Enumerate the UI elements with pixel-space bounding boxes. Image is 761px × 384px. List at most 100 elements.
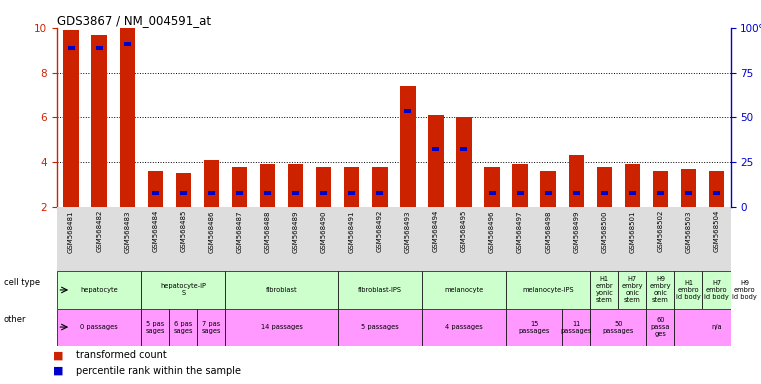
Bar — [404, 109, 412, 113]
Bar — [225, 271, 338, 308]
Bar — [288, 164, 304, 207]
Bar — [460, 147, 467, 151]
Text: ■: ■ — [53, 366, 64, 376]
Bar — [674, 271, 702, 308]
Text: 60
passa
ges: 60 passa ges — [651, 317, 670, 337]
Text: GSM568498: GSM568498 — [545, 210, 551, 253]
Bar — [119, 28, 135, 207]
Bar — [573, 190, 580, 195]
Bar — [197, 308, 225, 346]
Bar — [169, 308, 197, 346]
Text: 5 pas
sages: 5 pas sages — [145, 321, 165, 334]
Text: hepatocyte: hepatocyte — [81, 287, 118, 293]
Text: GSM568499: GSM568499 — [573, 210, 579, 253]
Text: GSM568486: GSM568486 — [209, 210, 215, 253]
Bar — [681, 169, 696, 207]
Bar — [204, 160, 219, 207]
Text: GSM568500: GSM568500 — [601, 210, 607, 253]
Bar — [142, 271, 225, 308]
Text: 6 pas
sages: 6 pas sages — [174, 321, 193, 334]
Bar — [320, 190, 327, 195]
Text: 50
passages: 50 passages — [603, 321, 634, 334]
Bar — [591, 308, 646, 346]
Bar — [344, 167, 359, 207]
Bar — [422, 271, 506, 308]
Text: 4 passages: 4 passages — [445, 324, 482, 330]
Bar — [731, 271, 759, 308]
Bar — [713, 190, 720, 195]
Bar — [338, 308, 422, 346]
Bar — [625, 164, 640, 207]
Bar — [600, 190, 608, 195]
Text: GDS3867 / NM_004591_at: GDS3867 / NM_004591_at — [57, 14, 212, 27]
Bar — [685, 190, 692, 195]
Bar — [124, 42, 131, 46]
Text: 14 passages: 14 passages — [260, 324, 303, 330]
Bar — [629, 190, 636, 195]
Bar — [236, 190, 243, 195]
Bar — [148, 171, 163, 207]
Bar — [653, 171, 668, 207]
Text: H9
embry
onic
stem: H9 embry onic stem — [650, 276, 671, 303]
Bar — [63, 30, 79, 207]
Text: 7 pas
sages: 7 pas sages — [202, 321, 221, 334]
Text: H7
embry
onic
stem: H7 embry onic stem — [622, 276, 643, 303]
Text: other: other — [4, 315, 27, 324]
Bar — [545, 190, 552, 195]
Bar — [512, 164, 528, 207]
Text: fibroblast-IPS: fibroblast-IPS — [358, 287, 402, 293]
Bar — [428, 115, 444, 207]
Bar — [264, 190, 271, 195]
Text: 11
passages: 11 passages — [561, 321, 592, 334]
Bar — [562, 308, 591, 346]
Bar — [260, 164, 275, 207]
Bar — [646, 271, 674, 308]
Bar — [180, 190, 187, 195]
Bar — [506, 308, 562, 346]
Bar — [517, 190, 524, 195]
Text: GSM568503: GSM568503 — [686, 210, 692, 253]
Text: melanocyte: melanocyte — [444, 287, 483, 293]
Bar — [142, 308, 169, 346]
Text: GSM568492: GSM568492 — [377, 210, 383, 253]
Text: 5 passages: 5 passages — [361, 324, 399, 330]
Text: GSM568489: GSM568489 — [292, 210, 298, 253]
Bar — [597, 167, 612, 207]
Text: fibroblast: fibroblast — [266, 287, 298, 293]
Bar — [702, 271, 731, 308]
Bar — [591, 271, 618, 308]
Text: GSM568490: GSM568490 — [320, 210, 326, 253]
Bar — [316, 167, 331, 207]
Text: H1
embro
id body: H1 embro id body — [676, 280, 701, 300]
Text: GSM568484: GSM568484 — [152, 210, 158, 253]
Text: GSM568483: GSM568483 — [124, 210, 130, 253]
Bar — [708, 171, 724, 207]
Bar — [657, 190, 664, 195]
Bar — [96, 46, 103, 50]
Bar — [232, 167, 247, 207]
Text: GSM568493: GSM568493 — [405, 210, 411, 253]
Bar — [68, 46, 75, 50]
Bar — [618, 271, 646, 308]
Text: percentile rank within the sample: percentile rank within the sample — [76, 366, 241, 376]
Text: GSM568485: GSM568485 — [180, 210, 186, 253]
Text: cell type: cell type — [4, 278, 40, 287]
Bar — [225, 308, 338, 346]
Text: transformed count: transformed count — [76, 350, 167, 360]
Bar — [376, 190, 384, 195]
Bar — [489, 190, 495, 195]
Bar — [176, 173, 191, 207]
Text: H1
embr
yonic
stem: H1 embr yonic stem — [595, 276, 613, 303]
Text: melanocyte-IPS: melanocyte-IPS — [522, 287, 574, 293]
Text: 15
passages: 15 passages — [518, 321, 549, 334]
Bar — [432, 147, 439, 151]
Text: GSM568497: GSM568497 — [517, 210, 523, 253]
Text: GSM568482: GSM568482 — [96, 210, 102, 253]
Text: GSM568501: GSM568501 — [629, 210, 635, 253]
Text: 0 passages: 0 passages — [81, 324, 118, 330]
Text: GSM568487: GSM568487 — [237, 210, 243, 253]
Bar — [372, 167, 387, 207]
Text: GSM568481: GSM568481 — [68, 210, 74, 253]
Text: GSM568504: GSM568504 — [714, 210, 720, 253]
Text: GSM568488: GSM568488 — [265, 210, 271, 253]
